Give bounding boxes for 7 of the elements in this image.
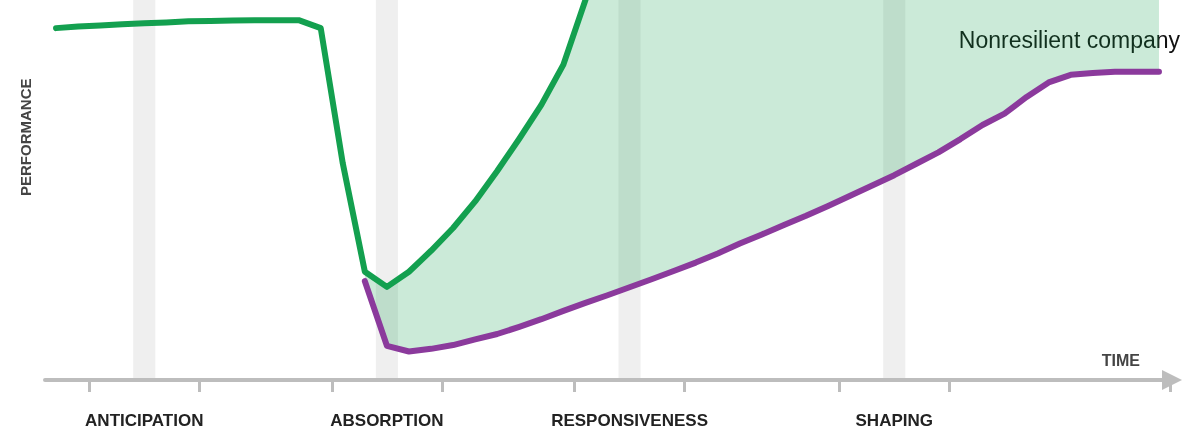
x-tick-label: RESPONSIVENESS bbox=[551, 411, 708, 430]
annotation: Nonresilient company bbox=[958, 26, 1181, 53]
y-axis-title: PERFORMANCE bbox=[16, 78, 34, 196]
x-axis-title: TIME bbox=[1101, 351, 1141, 369]
x-tick-label: ABSORPTION bbox=[330, 411, 444, 430]
x-tick-label: ANTICIPATION bbox=[85, 411, 204, 430]
x-tick-label: SHAPING bbox=[855, 411, 933, 430]
